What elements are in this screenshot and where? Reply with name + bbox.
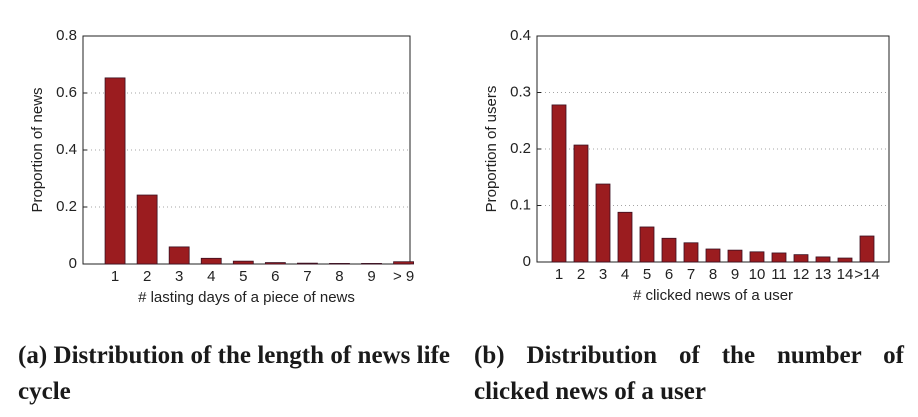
bar: [837, 257, 853, 263]
bar: [232, 260, 254, 265]
x-tick-label: 2: [577, 266, 585, 283]
x-tick-label: 3: [175, 268, 183, 285]
bar: [683, 242, 699, 263]
bar: [815, 256, 831, 263]
bar: [595, 183, 611, 263]
x-tick-label: 6: [665, 266, 673, 283]
y-tick-label: 0: [69, 255, 77, 272]
bar: [104, 77, 126, 265]
bar: [551, 104, 567, 263]
x-tick-label: 3: [599, 266, 607, 283]
x-tick-label: 1: [111, 268, 119, 285]
bar: [793, 254, 809, 263]
bar: [361, 263, 382, 265]
bar: [705, 248, 721, 263]
y-tick-label: 0.8: [56, 27, 77, 44]
bar: [200, 257, 222, 265]
bar: [297, 262, 318, 265]
caption: (b) Distribution of the number of clicke…: [474, 342, 904, 405]
x-axis-label: # clicked news of a user: [633, 287, 793, 304]
x-tick-label: 9: [731, 266, 739, 283]
x-tick-label: 1: [555, 266, 563, 283]
x-tick-label: 13: [815, 266, 832, 283]
y-tick-label: 0.2: [510, 140, 531, 157]
x-tick-label: 2: [143, 268, 151, 285]
x-tick-label: 4: [621, 266, 629, 283]
x-tick-label: 10: [749, 266, 766, 283]
y-tick-label: 0.4: [510, 27, 531, 44]
y-axis-label: Proportion of news: [29, 87, 46, 212]
x-tick-label: 14: [837, 266, 854, 283]
y-axis-label: Proportion of users: [483, 86, 500, 213]
bar: [749, 251, 765, 263]
x-tick-label: >14: [854, 266, 879, 283]
x-tick-label: 9: [367, 268, 375, 285]
y-tick-label: 0: [523, 253, 531, 270]
bar: [264, 262, 286, 265]
x-tick-label: 5: [643, 266, 651, 283]
bar: [639, 226, 655, 263]
x-tick-label: 8: [335, 268, 343, 285]
x-tick-label: 12: [793, 266, 810, 283]
bar: [727, 249, 743, 263]
x-tick-label: 5: [239, 268, 247, 285]
y-tick-label: 0.6: [56, 84, 77, 101]
x-tick-label: 4: [207, 268, 215, 285]
bar: [617, 211, 633, 263]
x-tick-label: 7: [303, 268, 311, 285]
bar: [661, 237, 677, 263]
x-tick-label: 7: [687, 266, 695, 283]
x-axis-label: # lasting days of a piece of news: [138, 289, 355, 306]
y-tick-label: 0.2: [56, 198, 77, 215]
x-tick-label: 8: [709, 266, 717, 283]
bar: [136, 194, 158, 265]
charts: 00.20.40.60.81 2 3 4 5 6 7 8 9 > 9# lasting days …: [29, 27, 890, 306]
bar: [393, 261, 414, 265]
x-tick-label: > 9: [393, 268, 414, 285]
bar: [329, 263, 350, 265]
caption: (a) Distribution of the length of news l…: [18, 342, 450, 405]
y-tick-label: 0.3: [510, 83, 531, 100]
y-tick-label: 0.4: [56, 141, 77, 158]
bar: [859, 235, 875, 263]
plot-frame: [82, 35, 411, 265]
x-tick-label: 11: [771, 266, 787, 283]
bar: [771, 252, 787, 263]
x-tick-label: 6: [271, 268, 279, 285]
bar: [573, 144, 589, 263]
bar: [168, 246, 190, 265]
y-tick-label: 0.1: [510, 196, 531, 213]
